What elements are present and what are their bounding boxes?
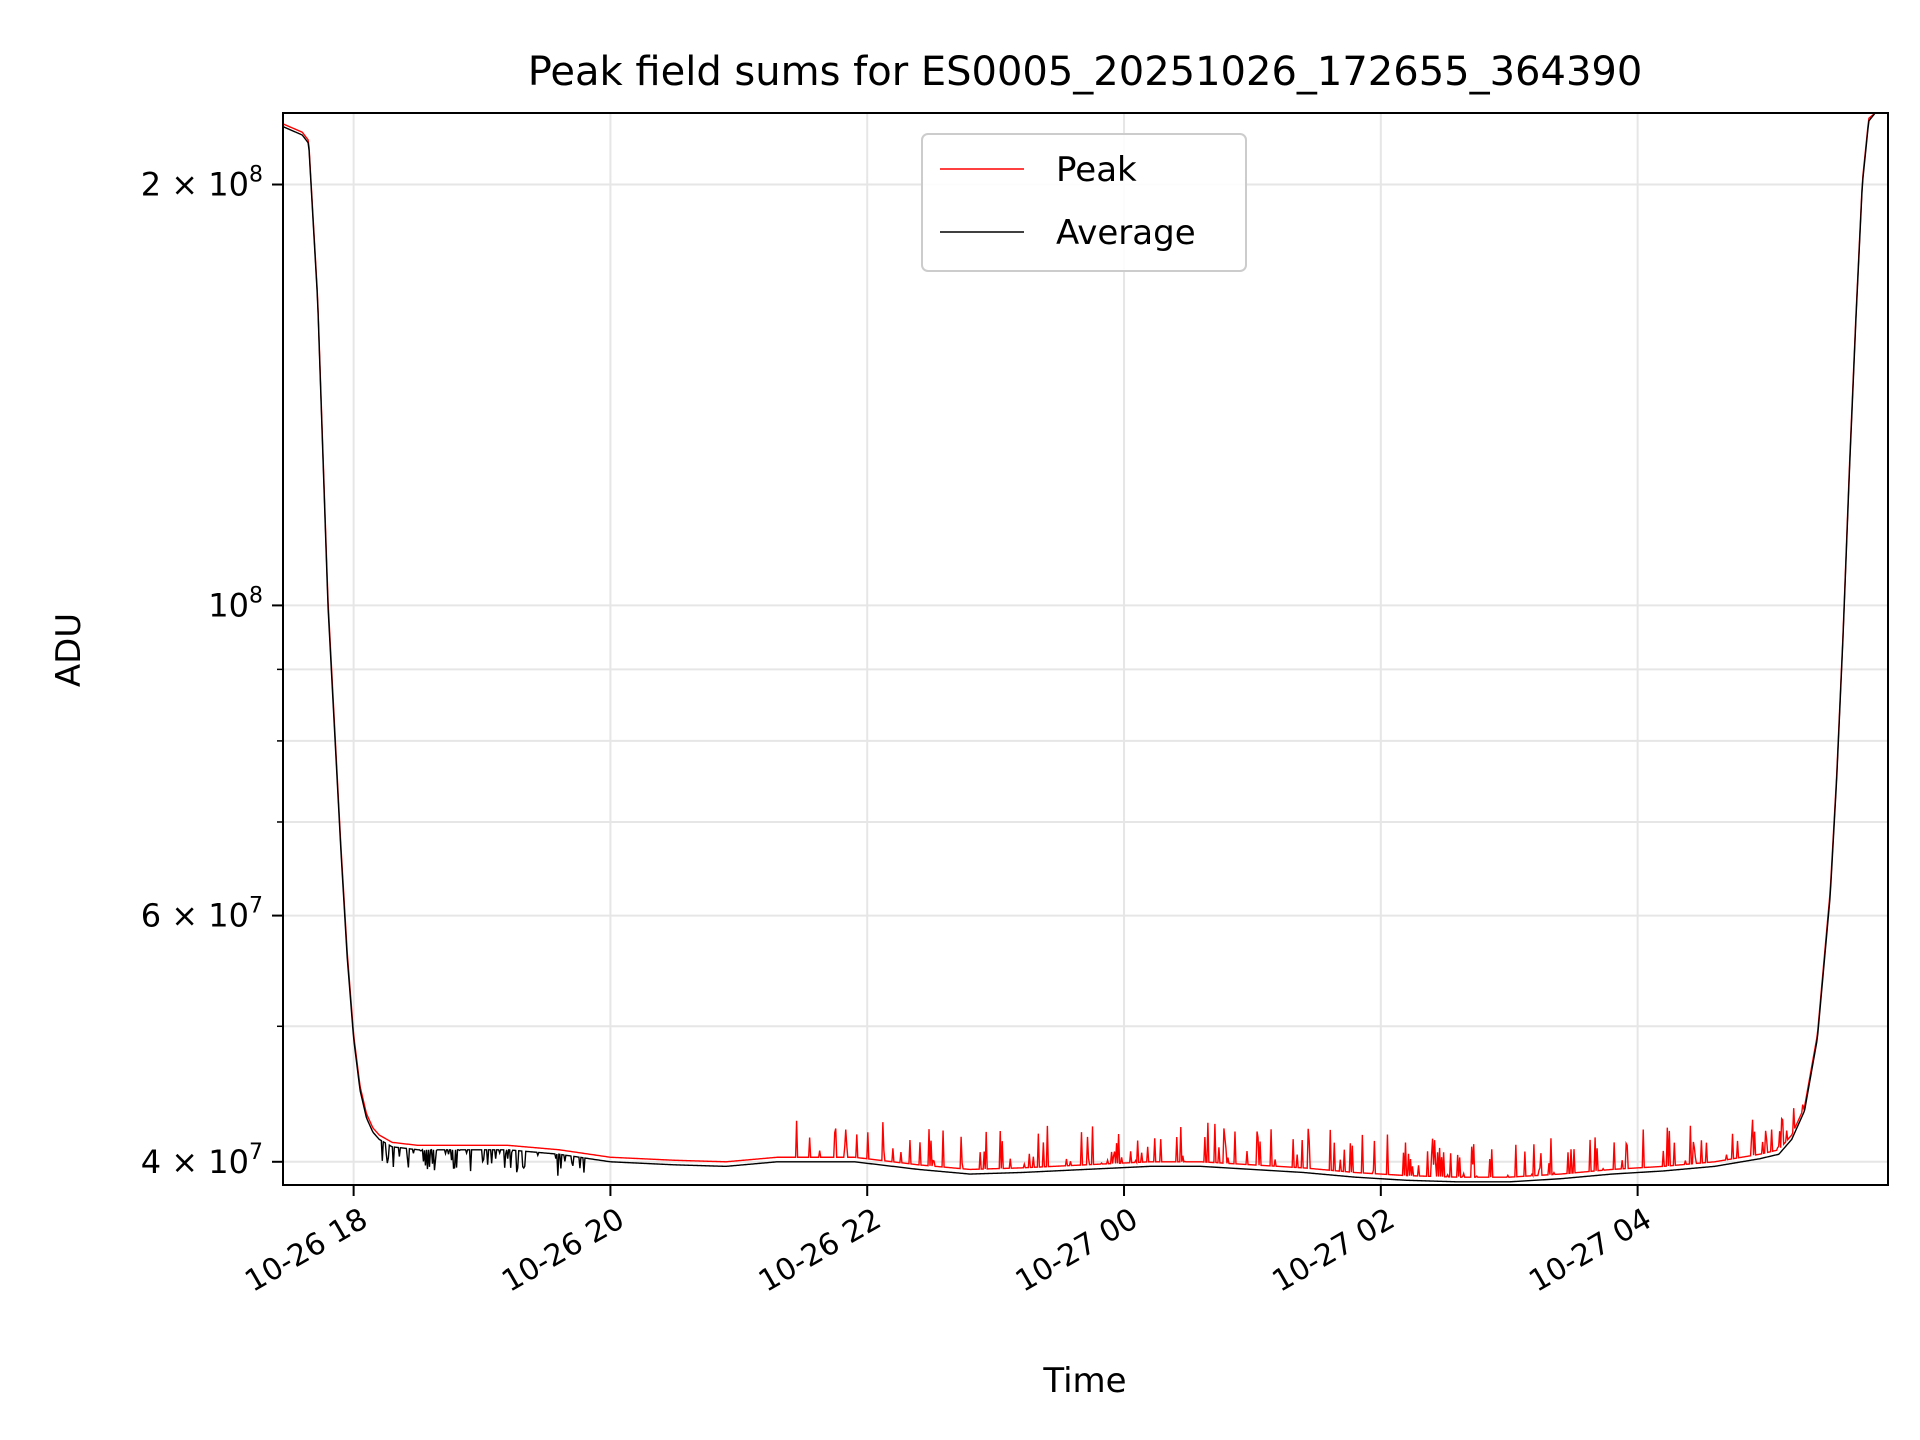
plot-frame	[282, 112, 1889, 1186]
y-axis-label: ADU	[49, 613, 89, 687]
series-line-peak	[283, 113, 1888, 1178]
legend-average-label: Average	[1056, 213, 1196, 253]
plot-series	[283, 113, 1888, 1183]
legend-peak-label: Peak	[1056, 150, 1137, 190]
y-tick-label: 108	[208, 583, 263, 624]
series-group	[283, 113, 1888, 1183]
chart-title: Peak field sums for ES0005_20251026_1726…	[528, 49, 1643, 95]
y-tick-label: 6 × 107	[141, 894, 263, 935]
y-tick-label: 4 × 107	[141, 1140, 263, 1181]
y-tick-label: 2 × 108	[141, 163, 263, 204]
series-line-average	[283, 113, 1888, 1183]
legend: Peak Average	[921, 133, 1247, 272]
x-axis-label: Time	[1042, 1361, 1126, 1401]
